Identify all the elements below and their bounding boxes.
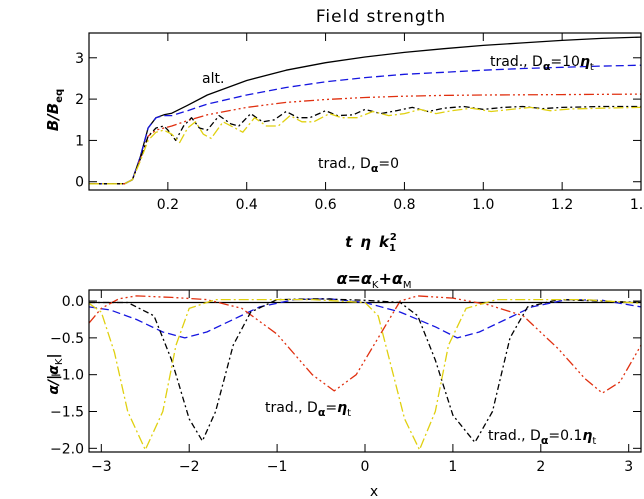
y-tick-label: −1.5 (50, 405, 84, 421)
y-tick-label: −2.0 (50, 441, 84, 457)
field-strength-panel: 0.2 0.4 0.6 0.8 1.0 1.2 1.4 0 1 2 3 Field strength… (44, 7, 644, 254)
x-tick-label: −2 (179, 459, 200, 475)
x-tick-label: 0.4 (236, 197, 258, 213)
x-tick-label: 1 (448, 459, 457, 475)
y-tick-label: −1.0 (50, 368, 84, 384)
alpha-ticks: −3 −2 −1 0 1 2 3 0.0 −0.5 −1.0 −1.5 −2.0 (50, 290, 641, 475)
alpha-y-axis-label: α/|αK| (46, 353, 65, 394)
field-strength-x-axis-label: t η k12 (345, 232, 397, 254)
annotation-alt: alt. (202, 71, 224, 87)
series-line-5 (89, 106, 642, 185)
y-tick-label: 3 (75, 51, 84, 67)
x-tick-label: 0.6 (314, 197, 336, 213)
x-tick-label: −1 (267, 459, 288, 475)
y-tick-label: 2 (75, 92, 84, 108)
annotation-trad-d-alpha-10-eta-t: trad., Dα=10ηt (490, 54, 594, 73)
x-tick-label: 1.2 (551, 197, 573, 213)
series-line-2 (89, 64, 642, 185)
alpha-x-axis-label: x (370, 484, 378, 499)
x-tick-label: 0.2 (157, 197, 179, 213)
field-strength-y-axis-label: B/Beq (44, 89, 65, 131)
x-tick-label: 0 (361, 459, 370, 475)
annotation-trad-d-alpha-eta-t: trad., Dα=ηt (265, 400, 351, 419)
x-tick-label: 1.4 (630, 197, 644, 213)
field-strength-plot-frame (88, 32, 642, 191)
annotation-trad-d-alpha-0-1-eta-t: trad., Dα=0.1ηt (488, 428, 596, 447)
y-tick-label: −0.5 (50, 331, 84, 347)
annotation-trad-d-alpha-0: trad., Dα=0 (318, 156, 399, 175)
alpha-series (88, 295, 642, 451)
field-strength-title: Field strength (316, 7, 446, 27)
alpha-title: α=αK+αM (336, 269, 411, 291)
series-line-5 (88, 298, 642, 451)
y-tick-label: 0 (75, 175, 84, 191)
x-tick-label: 1.0 (472, 197, 494, 213)
x-tick-label: 3 (624, 459, 633, 475)
series-line-3 (88, 295, 642, 394)
x-tick-label: 0.8 (393, 197, 415, 213)
field-strength-series (89, 36, 642, 185)
x-tick-label: 2 (536, 459, 545, 475)
alpha-panel: −3 −2 −1 0 1 2 30.0−0.5−1.0−1.5−2.0 α=αK+αM x … (46, 269, 642, 499)
field-strength-ticks: 0.2 0.4 0.6 0.8 1.0 1.2 1.4 0 1 2 3 (75, 33, 644, 213)
series-line-4 (89, 105, 641, 185)
x-tick-label: −3 (91, 459, 112, 475)
y-tick-label: 0.0 (62, 294, 84, 310)
series-line-3 (89, 93, 642, 185)
series-line-4 (89, 298, 642, 444)
series-line-2 (88, 298, 642, 339)
y-tick-label: 1 (75, 133, 84, 149)
alpha-plot-frame (88, 289, 642, 453)
